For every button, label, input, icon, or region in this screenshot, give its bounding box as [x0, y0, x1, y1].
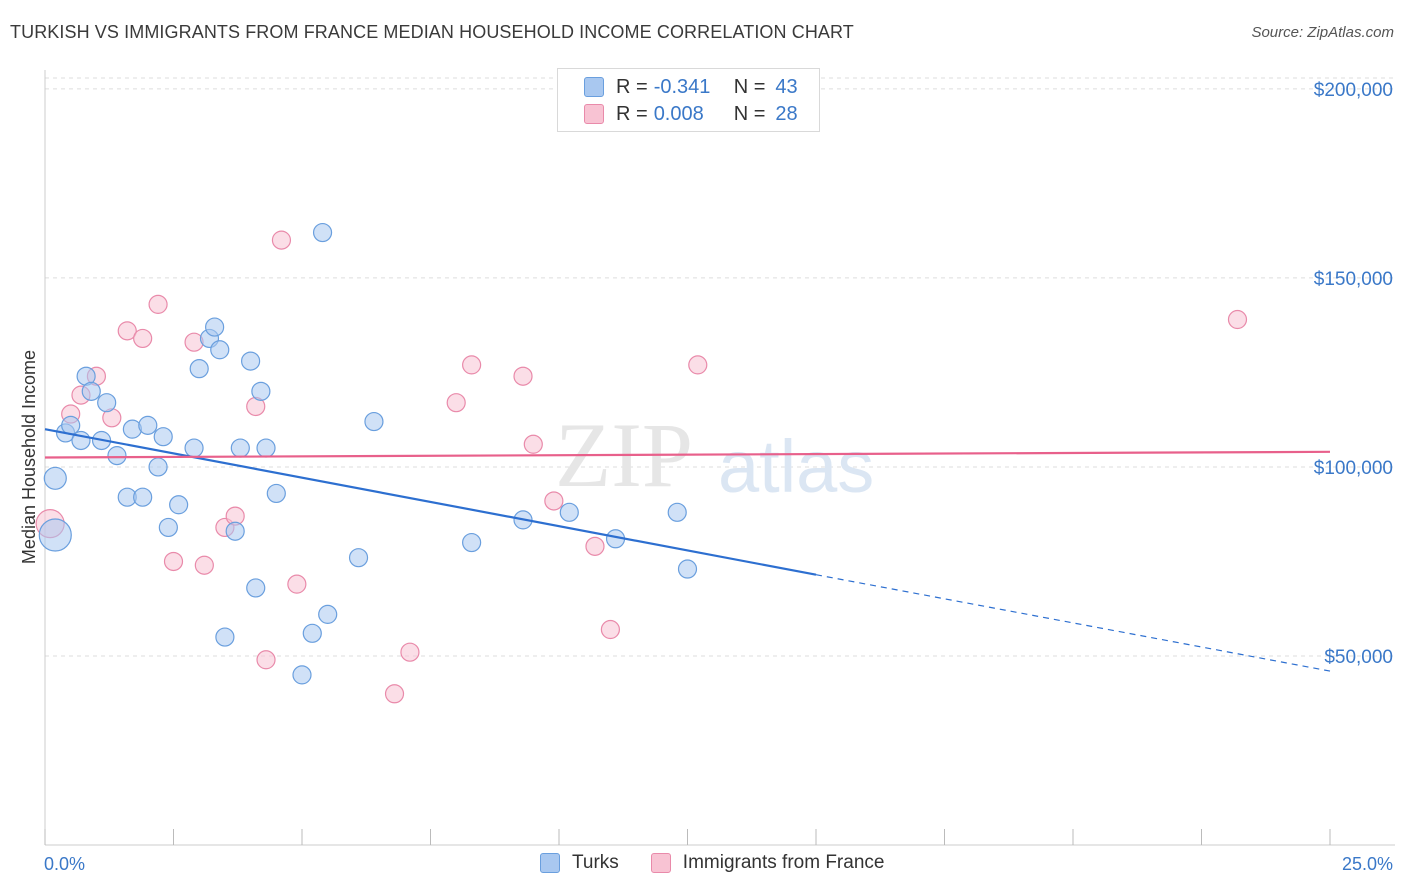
data-point-france — [148, 294, 168, 314]
chart-source: Source: ZipAtlas.com — [1251, 24, 1394, 41]
data-point-turks — [677, 559, 698, 579]
data-point-turks — [148, 457, 168, 477]
data-point-france — [585, 536, 605, 556]
data-point-turks — [312, 222, 333, 243]
data-point-turks — [251, 381, 271, 401]
legend-n-label: N = — [733, 75, 766, 98]
data-point-france — [163, 551, 184, 572]
data-point-turks — [241, 351, 261, 371]
data-point-turks — [266, 483, 286, 504]
correlation-legend: R = -0.341 N = 43 R = 0.008 N = 28 — [557, 68, 820, 132]
legend-item-france[interactable]: Immigrants from France — [650, 852, 885, 874]
x-tick-label: 25.0% — [1342, 854, 1393, 874]
legend-r-label: R = — [616, 102, 648, 125]
legend-row-france: R = 0.008 N = 28 — [558, 101, 798, 127]
data-point-france — [544, 491, 564, 511]
data-point-turks — [184, 438, 204, 458]
x-tick-label: 0.0% — [44, 854, 85, 874]
legend-swatch-france — [650, 853, 671, 873]
y-tick-label: $150,000 — [1314, 269, 1393, 290]
legend-label-france: Immigrants from France — [682, 852, 885, 873]
data-point-france — [271, 230, 292, 250]
trend-line-turks — [44, 428, 817, 576]
data-point-turks — [107, 446, 127, 466]
legend-swatch-france — [584, 104, 604, 124]
data-point-turks — [38, 518, 72, 552]
data-point-turks — [225, 521, 245, 541]
data-point-france — [462, 355, 482, 375]
data-point-turks — [205, 317, 225, 337]
data-point-france — [688, 355, 708, 375]
data-point-turks — [364, 411, 384, 432]
data-point-turks — [318, 604, 338, 624]
legend-swatch-turks — [584, 77, 604, 97]
data-point-turks — [462, 532, 482, 553]
data-point-turks — [81, 381, 101, 401]
data-point-turks — [292, 665, 312, 685]
legend-n-value: 28 — [775, 102, 798, 125]
data-point-turks — [153, 427, 173, 447]
data-point-turks — [256, 438, 276, 458]
data-point-turks — [169, 495, 189, 515]
y-tick-label: $50,000 — [1324, 647, 1393, 668]
data-point-turks — [189, 359, 209, 379]
y-tick-label: $100,000 — [1314, 458, 1393, 479]
y-tick-label: $200,000 — [1314, 80, 1393, 101]
data-point-turks — [97, 393, 117, 413]
x-tick-labels: 0.0% 25.0% — [44, 854, 1393, 874]
data-point-turks — [559, 502, 579, 522]
data-point-france — [194, 555, 214, 575]
legend-r-value: -0.341 — [653, 75, 711, 98]
trend-line-turks-extrapolated — [815, 574, 1331, 672]
data-point-france — [287, 574, 307, 594]
data-point-turks — [246, 578, 266, 598]
data-point-france — [600, 619, 621, 640]
chart-title: TURKISH VS IMMIGRANTS FROM FRANCE MEDIAN… — [10, 22, 854, 42]
legend-n-label: N = — [733, 102, 766, 125]
data-point-turks — [230, 438, 250, 458]
legend-r-label: R = — [616, 75, 648, 98]
data-point-turks — [158, 517, 178, 538]
legend-label-turks: Turks — [572, 852, 619, 873]
legend-n-value: 43 — [775, 75, 798, 98]
data-point-france — [117, 321, 137, 341]
data-point-turks — [348, 548, 369, 568]
data-point-france — [513, 366, 533, 386]
data-point-france — [384, 684, 405, 704]
data-point-turks — [138, 415, 158, 435]
legend-swatch-turks — [540, 853, 560, 873]
legend-item-turks[interactable]: Turks — [540, 852, 619, 874]
data-point-turks — [43, 466, 67, 490]
watermark-atlas: atlas — [718, 425, 874, 508]
data-point-france — [1227, 309, 1248, 330]
series-legend: Turks Immigrants from France — [540, 852, 916, 874]
data-point-turks — [61, 415, 81, 435]
data-point-turks — [210, 340, 230, 360]
legend-row-turks: R = -0.341 N = 43 — [558, 74, 798, 100]
data-point-france — [133, 328, 153, 349]
data-point-turks — [133, 487, 153, 507]
data-point-france — [523, 434, 543, 454]
series-turks — [38, 222, 698, 685]
trend-lines — [44, 428, 1331, 672]
legend-r-value: 0.008 — [653, 102, 704, 125]
y-axis-title: Median Household Income — [19, 350, 39, 564]
data-point-turks — [215, 627, 235, 647]
y-tick-labels: $200,000 $150,000 $100,000 $50,000 — [1314, 80, 1393, 668]
data-point-turks — [302, 623, 322, 643]
data-point-france — [400, 642, 420, 662]
trend-line-france — [44, 450, 1331, 459]
data-point-turks — [667, 502, 687, 522]
data-point-france — [256, 650, 276, 670]
data-point-france — [446, 393, 466, 413]
